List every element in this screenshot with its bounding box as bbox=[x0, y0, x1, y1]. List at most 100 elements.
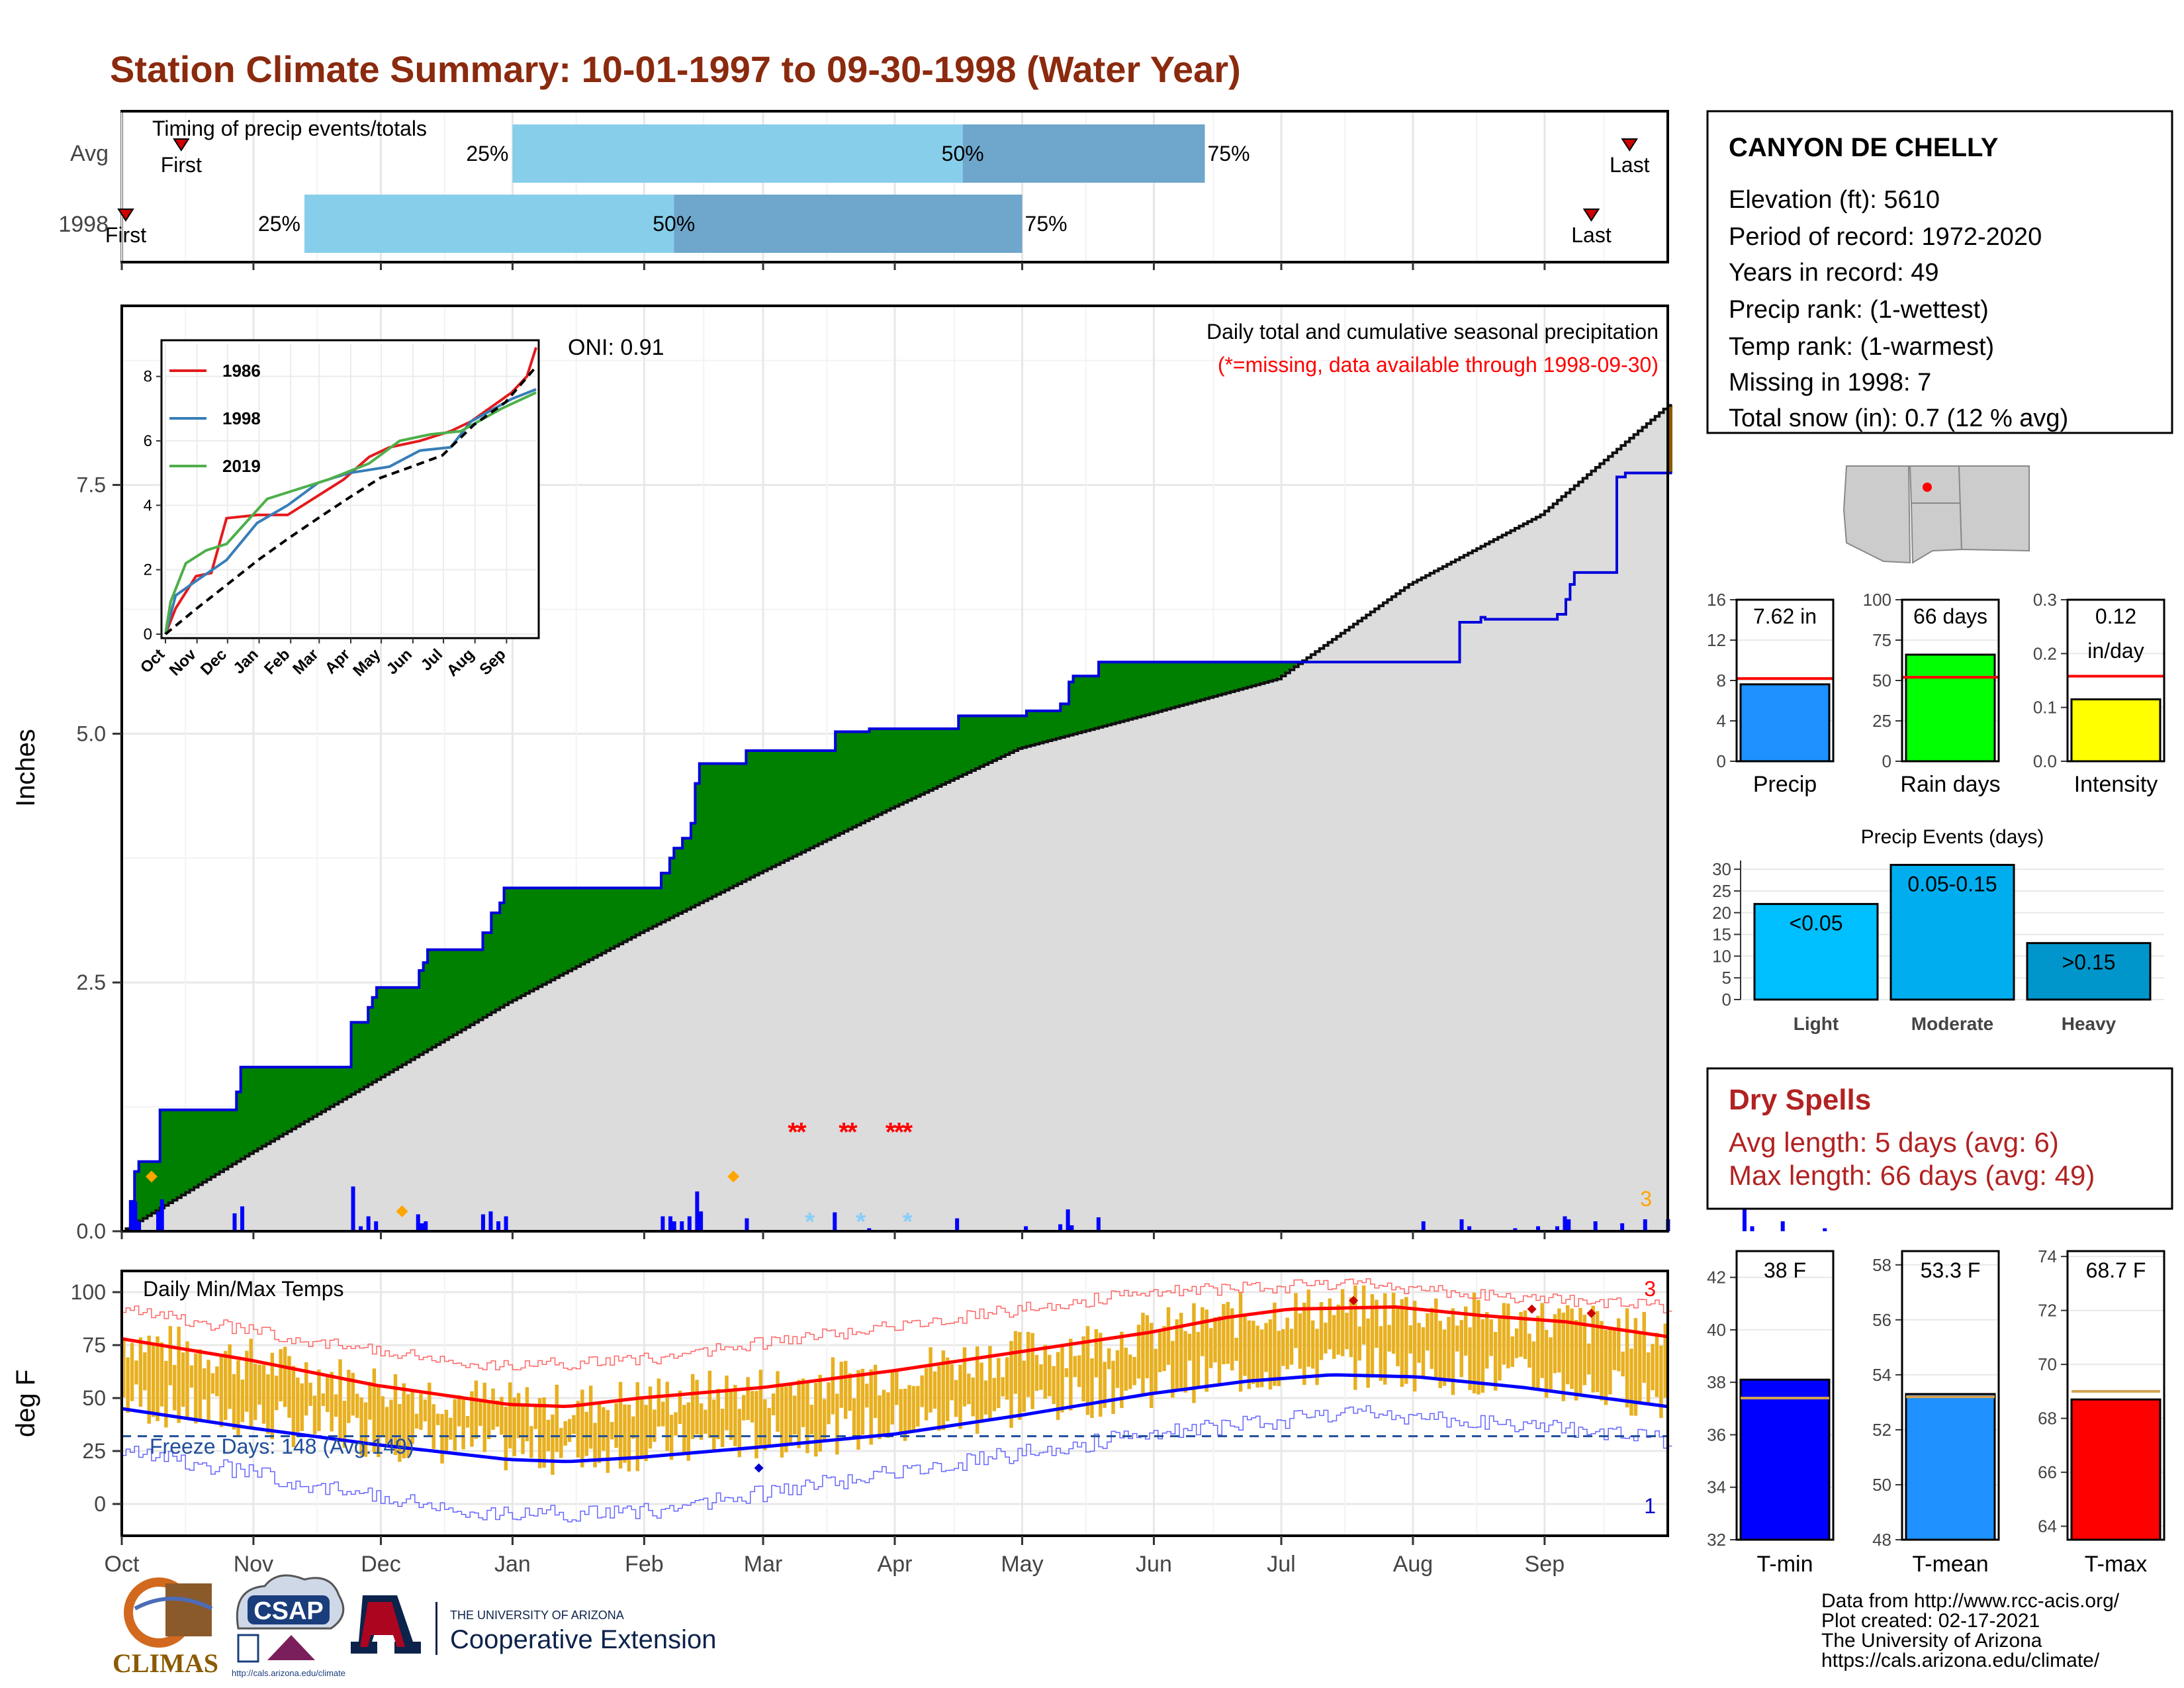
ua-small-text: THE UNIVERSITY OF ARIZONA bbox=[450, 1609, 624, 1622]
daily-temp-bar bbox=[618, 1382, 623, 1469]
above-average-fill bbox=[1289, 662, 1295, 670]
locator-map bbox=[1841, 462, 2033, 565]
daily-temp-bar bbox=[627, 1404, 631, 1472]
daily-temp-bar bbox=[809, 1405, 814, 1434]
daily-temp-bar bbox=[843, 1360, 848, 1419]
above-average-fill bbox=[508, 888, 514, 1003]
above-average-fill bbox=[512, 888, 518, 1000]
daily-temp-bar bbox=[261, 1364, 266, 1424]
daily-temp-bar bbox=[1150, 1323, 1154, 1408]
daily-temp-bar bbox=[750, 1391, 754, 1423]
observed-cumulative-line bbox=[122, 471, 1672, 1233]
daily-temp-bar bbox=[814, 1383, 818, 1457]
daily-temp-bar bbox=[1222, 1303, 1226, 1364]
timing-bars: 25% 50% 75% First Last 25% 50% 75% First Last bbox=[105, 124, 1650, 253]
daily-temp-bar bbox=[576, 1401, 580, 1458]
above-average-fill bbox=[1150, 662, 1155, 714]
daily-temp-bar bbox=[1574, 1319, 1578, 1401]
daily-precip-bar bbox=[1066, 1209, 1070, 1231]
month-tick-label: Dec bbox=[361, 1552, 400, 1577]
timing-last-marker bbox=[1621, 138, 1639, 152]
daily-temp-bar bbox=[1651, 1344, 1655, 1391]
above-average-fill bbox=[920, 728, 925, 795]
daily-temp-bar bbox=[1468, 1327, 1472, 1390]
daily-temp-bar bbox=[1324, 1323, 1328, 1354]
month-tick-label: Nov bbox=[234, 1552, 273, 1577]
above-average-fill bbox=[929, 728, 934, 791]
month-x-axis: Oct Nov Dec Jan Feb Mar Apr May Jun Jul Aug Sep bbox=[105, 1536, 1565, 1577]
above-average-fill bbox=[839, 731, 844, 833]
daily-temp-bar bbox=[1196, 1332, 1201, 1388]
daily-temp-bar bbox=[512, 1397, 516, 1456]
daily-temp-bar bbox=[138, 1337, 143, 1407]
daily-temp-bar bbox=[1493, 1332, 1498, 1391]
above-average-fill bbox=[423, 962, 428, 1053]
timing-q50-label: 50% bbox=[653, 212, 695, 236]
daily-temp-bar bbox=[741, 1395, 746, 1421]
timing-panel: 25% 50% 75% First Last 25% 50% 75% First Last Tim… bbox=[58, 110, 1669, 270]
above-average-fill bbox=[342, 1066, 347, 1100]
above-average-fill bbox=[138, 1161, 144, 1221]
daily-temp-bar bbox=[444, 1409, 449, 1453]
daily-temp-bar bbox=[389, 1399, 393, 1448]
above-average-fill bbox=[971, 716, 976, 771]
above-average-fill bbox=[516, 888, 522, 998]
daily-temp-bar bbox=[1268, 1319, 1273, 1390]
above-average-fill bbox=[1124, 662, 1129, 721]
daily-temp-bar bbox=[797, 1380, 801, 1448]
daily-temp-bar bbox=[1519, 1311, 1523, 1357]
above-average-fill bbox=[1128, 662, 1133, 720]
daily-temp-bar bbox=[831, 1357, 835, 1415]
above-average-fill bbox=[797, 750, 802, 855]
daily-temp-bar bbox=[1090, 1358, 1094, 1419]
daily-temp-bar bbox=[338, 1359, 342, 1442]
precip-corner-number: 3 bbox=[1640, 1187, 1652, 1211]
daily-temp-bar bbox=[665, 1382, 669, 1451]
above-average-fill bbox=[852, 731, 857, 827]
inset-grid bbox=[165, 344, 536, 635]
daily-precip-bar bbox=[496, 1221, 501, 1231]
precip-panel: ** ** **** * * Inches ONI: 0.91 Daily total … bbox=[11, 305, 1827, 1243]
daily-precip-bar bbox=[955, 1218, 960, 1231]
above-average-fill bbox=[189, 1109, 195, 1190]
daily-temp-bar bbox=[355, 1393, 359, 1419]
mini-tick-label: 25 bbox=[1872, 711, 1891, 731]
above-average-fill bbox=[669, 858, 674, 918]
daily-temp-bar bbox=[296, 1377, 300, 1432]
inset-ytick-label: 8 bbox=[144, 368, 152, 386]
events-tick-label: 25 bbox=[1712, 881, 1731, 901]
daily-temp-bar bbox=[1459, 1320, 1463, 1378]
timing-bar-lower-half bbox=[512, 124, 963, 183]
daily-temp-bar bbox=[1366, 1318, 1370, 1388]
above-average-fill bbox=[1259, 662, 1265, 684]
daily-temp-bar bbox=[533, 1407, 537, 1429]
average-min-line bbox=[121, 1373, 1668, 1464]
above-average-fill bbox=[559, 888, 565, 976]
timing-q75-label: 75% bbox=[1025, 212, 1068, 236]
daily-temp-bar bbox=[1332, 1315, 1336, 1359]
daily-temp-bar bbox=[432, 1404, 435, 1449]
temp-y-axis: 0 25 50 75 100 bbox=[71, 1280, 122, 1516]
record-high-marker bbox=[1586, 1309, 1596, 1318]
average-max-line bbox=[121, 1305, 1668, 1409]
daily-temp-bar bbox=[1238, 1293, 1243, 1392]
daily-temp-bar bbox=[1064, 1368, 1069, 1378]
temp-bar-tick-label: 50 bbox=[1872, 1475, 1891, 1495]
above-average-fill bbox=[156, 1161, 161, 1211]
daily-temp-bar bbox=[623, 1404, 627, 1463]
month-tick-label: Feb bbox=[625, 1552, 664, 1577]
snow-day-mark: * bbox=[856, 1208, 866, 1236]
average-cumulative-area bbox=[122, 405, 1668, 1232]
above-average-fill bbox=[206, 1109, 212, 1180]
daily-temp-bar bbox=[215, 1366, 219, 1397]
above-average-fill bbox=[1099, 662, 1104, 727]
daily-temp-bar bbox=[173, 1364, 177, 1411]
above-average-fill bbox=[168, 1109, 173, 1203]
daily-temp-bar bbox=[725, 1376, 729, 1430]
above-average-fill bbox=[763, 750, 768, 871]
above-average-fill bbox=[1073, 676, 1078, 734]
daily-precip-bar bbox=[351, 1186, 355, 1231]
daily-temp-bar bbox=[818, 1374, 822, 1452]
above-average-fill bbox=[482, 933, 488, 1017]
inset-ytick-label: 0 bbox=[144, 626, 152, 643]
